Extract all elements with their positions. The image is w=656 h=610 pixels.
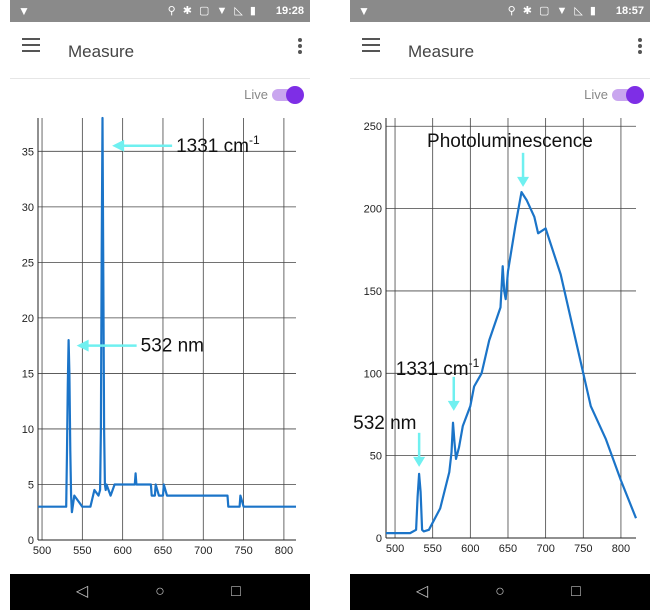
x-tick-label: 500 xyxy=(33,545,51,557)
spectrum-chart[interactable]: 500 550 600 650 700 750 800 0 5 10 15 20 25 30 35 1331 … xyxy=(10,110,310,572)
app-notification-icon: ▼ xyxy=(18,4,30,18)
y-tick-label: 150 xyxy=(364,286,382,298)
y-tick-label: 50 xyxy=(370,451,382,463)
x-tick-label: 650 xyxy=(499,543,517,555)
hamburger-menu-icon[interactable] xyxy=(22,38,40,52)
back-icon[interactable]: ◁ xyxy=(75,583,89,600)
app-bar: Measure xyxy=(350,22,650,79)
recents-icon[interactable]: □ xyxy=(231,583,241,600)
y-tick-label: 0 xyxy=(376,533,382,545)
more-options-icon[interactable] xyxy=(298,38,302,56)
y-tick-label: 35 xyxy=(22,146,34,158)
y-tick-label: 15 xyxy=(22,368,34,380)
status-time: 19:28 xyxy=(275,5,304,17)
spectrum-chart-svg: 500 550 600 650 700 750 800 0 5 10 15 20 25 30 35 1331 … xyxy=(22,116,296,557)
y-tick-label: 200 xyxy=(364,204,382,216)
y-tick-label: 100 xyxy=(364,368,382,380)
live-toggle[interactable] xyxy=(272,86,304,104)
navigation-bar: ◁ ○ □ xyxy=(350,574,650,610)
annotation-label: 532 nm xyxy=(353,413,416,434)
home-icon[interactable]: ○ xyxy=(495,583,505,600)
recents-icon[interactable]: □ xyxy=(571,583,581,600)
live-label: Live xyxy=(584,87,608,102)
page-title: Measure xyxy=(408,42,475,61)
status-bar: ▼ ⚲ ✱ ▢ ▼ ◺ ▮ 18:57 xyxy=(350,0,650,22)
spectrum-line xyxy=(38,116,296,514)
y-tick-label: 20 xyxy=(22,313,34,325)
x-tick-label: 700 xyxy=(536,543,554,555)
x-tick-label: 750 xyxy=(234,545,252,557)
annotation-arrowhead xyxy=(517,176,530,187)
y-tick-label: 5 xyxy=(28,479,34,491)
hamburger-menu-icon[interactable] xyxy=(362,38,380,52)
live-label: Live xyxy=(244,87,268,102)
spectrum-chart-svg: 500 550 600 650 700 750 800 0 50 100 150 200 250 Phot… xyxy=(353,118,638,555)
status-icons: ⚲ ✱ ▢ ▼ ◺ ▮ xyxy=(167,5,258,17)
status-icons: ⚲ ✱ ▢ ▼ ◺ ▮ xyxy=(507,5,598,17)
annotation-label: Photoluminescence xyxy=(427,131,593,152)
spectrum-chart[interactable]: 500 550 600 650 700 750 800 0 50 100 150 200 250 Phot… xyxy=(350,110,650,572)
annotation-superscript: -1 xyxy=(249,133,260,147)
home-icon[interactable]: ○ xyxy=(155,583,165,600)
navigation-bar: ◁ ○ □ xyxy=(10,574,310,610)
y-tick-label: 0 xyxy=(28,535,34,547)
x-tick-label: 800 xyxy=(275,545,293,557)
annotation-label: 1331 cm-1 xyxy=(396,356,480,380)
back-icon[interactable]: ◁ xyxy=(415,583,429,600)
x-tick-label: 550 xyxy=(73,545,91,557)
annotation-label: 1331 cm-1 xyxy=(176,133,260,157)
more-options-icon[interactable] xyxy=(638,38,642,56)
y-tick-label: 250 xyxy=(364,121,382,133)
live-row: Live xyxy=(190,84,310,104)
x-tick-label: 800 xyxy=(612,543,630,555)
spectrum-line xyxy=(386,190,638,535)
x-tick-label: 700 xyxy=(194,545,212,557)
live-toggle[interactable] xyxy=(612,86,644,104)
page-title: Measure xyxy=(68,42,135,61)
annotation-arrowhead xyxy=(413,456,426,467)
annotation-label: 532 nm xyxy=(141,336,204,357)
x-tick-label: 600 xyxy=(461,543,479,555)
x-tick-label: 750 xyxy=(574,543,592,555)
annotation-arrowhead xyxy=(76,339,89,352)
phone-screen-left: ▼ ⚲ ✱ ▢ ▼ ◺ ▮ 19:28 Measure Live 500 550 6… xyxy=(10,0,310,610)
annotation-superscript: -1 xyxy=(469,356,480,370)
y-tick-label: 10 xyxy=(22,424,34,436)
app-notification-icon: ▼ xyxy=(358,4,370,18)
annotation-arrowhead xyxy=(112,139,125,152)
status-time: 18:57 xyxy=(615,5,644,17)
phone-screen-right: ▼ ⚲ ✱ ▢ ▼ ◺ ▮ 18:57 Measure Live 500 550 6… xyxy=(350,0,650,610)
x-tick-label: 600 xyxy=(113,545,131,557)
annotation-arrowhead xyxy=(447,400,460,411)
app-bar: Measure xyxy=(10,22,310,79)
x-tick-label: 500 xyxy=(386,543,404,555)
x-tick-label: 550 xyxy=(424,543,442,555)
y-tick-label: 30 xyxy=(22,202,34,214)
status-bar: ▼ ⚲ ✱ ▢ ▼ ◺ ▮ 19:28 xyxy=(10,0,310,22)
live-row: Live xyxy=(530,84,650,104)
y-tick-label: 25 xyxy=(22,257,34,269)
x-tick-label: 650 xyxy=(154,545,172,557)
